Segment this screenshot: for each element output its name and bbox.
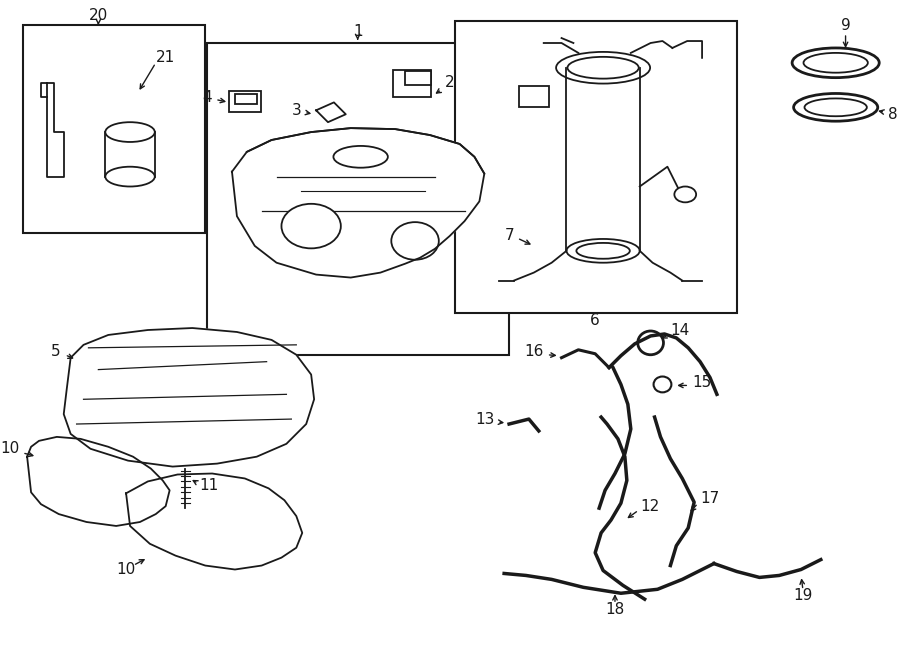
Ellipse shape	[556, 52, 650, 83]
Bar	[405, 71, 431, 85]
Ellipse shape	[805, 98, 867, 116]
Bar	[519, 85, 549, 107]
Ellipse shape	[794, 93, 877, 121]
Ellipse shape	[105, 167, 155, 186]
Text: 8: 8	[888, 107, 897, 122]
Polygon shape	[47, 83, 64, 176]
Text: 10: 10	[116, 562, 136, 577]
Ellipse shape	[653, 377, 671, 393]
Text: 21: 21	[156, 50, 175, 65]
Bar	[393, 69, 431, 97]
Bar	[207, 43, 509, 355]
Ellipse shape	[674, 186, 696, 202]
Text: 7: 7	[504, 229, 514, 243]
Polygon shape	[232, 128, 484, 278]
Text: 17: 17	[700, 490, 719, 506]
Polygon shape	[316, 102, 346, 122]
Ellipse shape	[282, 204, 341, 249]
Text: 11: 11	[199, 478, 219, 493]
Text: 4: 4	[202, 90, 212, 105]
Polygon shape	[126, 473, 302, 570]
Polygon shape	[27, 437, 169, 526]
Text: 2: 2	[445, 75, 455, 90]
Ellipse shape	[566, 239, 640, 262]
Text: 19: 19	[793, 588, 813, 603]
Text: 5: 5	[51, 344, 61, 360]
Text: 14: 14	[670, 323, 689, 338]
Bar	[454, 21, 737, 313]
Text: 16: 16	[525, 344, 544, 360]
Text: 10: 10	[0, 442, 19, 456]
Ellipse shape	[333, 146, 388, 168]
Polygon shape	[64, 328, 314, 467]
Text: 20: 20	[89, 8, 108, 22]
Bar	[229, 91, 261, 112]
Ellipse shape	[568, 57, 639, 79]
Ellipse shape	[792, 48, 879, 77]
Text: 13: 13	[475, 412, 494, 426]
Text: 18: 18	[606, 602, 625, 617]
Ellipse shape	[105, 122, 155, 142]
Text: 3: 3	[292, 103, 302, 118]
Ellipse shape	[638, 331, 663, 355]
Bar	[235, 95, 256, 104]
Ellipse shape	[392, 222, 439, 260]
Ellipse shape	[576, 243, 630, 258]
Text: 1: 1	[353, 24, 363, 38]
Text: 9: 9	[841, 18, 850, 32]
Text: 6: 6	[590, 313, 600, 328]
Text: 15: 15	[692, 375, 711, 390]
Ellipse shape	[804, 53, 868, 73]
Bar	[23, 25, 205, 233]
Text: 12: 12	[641, 498, 660, 514]
